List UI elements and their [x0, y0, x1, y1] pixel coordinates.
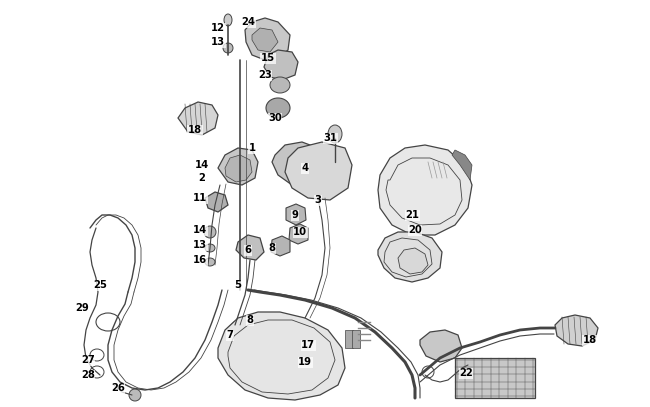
- Polygon shape: [272, 142, 325, 188]
- Text: 18: 18: [583, 335, 597, 345]
- Text: 12: 12: [211, 23, 225, 33]
- Text: 31: 31: [323, 133, 337, 143]
- Text: 30: 30: [268, 113, 282, 123]
- Text: 1: 1: [248, 143, 255, 153]
- Text: 7: 7: [227, 330, 233, 340]
- Ellipse shape: [328, 125, 342, 143]
- Text: 10: 10: [293, 227, 307, 237]
- Polygon shape: [264, 50, 298, 80]
- Polygon shape: [420, 330, 462, 362]
- Polygon shape: [205, 192, 228, 212]
- Polygon shape: [271, 236, 290, 256]
- Ellipse shape: [223, 43, 233, 53]
- Polygon shape: [178, 102, 218, 135]
- Text: 14: 14: [195, 160, 209, 170]
- Text: 8: 8: [268, 243, 276, 253]
- Text: 21: 21: [405, 210, 419, 220]
- Text: 27: 27: [81, 355, 95, 365]
- Text: 3: 3: [315, 195, 322, 205]
- Polygon shape: [289, 224, 308, 244]
- Polygon shape: [218, 148, 258, 185]
- Text: 26: 26: [111, 383, 125, 393]
- Polygon shape: [378, 232, 442, 282]
- Text: 19: 19: [298, 357, 312, 367]
- Text: 15: 15: [261, 53, 275, 63]
- Ellipse shape: [266, 98, 290, 118]
- Text: 2: 2: [198, 173, 205, 183]
- Text: 13: 13: [193, 240, 207, 250]
- Text: 11: 11: [193, 193, 207, 203]
- Polygon shape: [252, 28, 278, 52]
- Polygon shape: [236, 235, 264, 260]
- Text: 18: 18: [188, 125, 202, 135]
- Text: 13: 13: [211, 37, 225, 47]
- Polygon shape: [455, 358, 535, 398]
- Text: 9: 9: [292, 210, 298, 220]
- Text: 28: 28: [81, 370, 95, 380]
- Text: 22: 22: [459, 368, 473, 378]
- Text: 4: 4: [302, 163, 309, 173]
- Text: 20: 20: [408, 225, 422, 235]
- Polygon shape: [245, 18, 290, 60]
- FancyBboxPatch shape: [352, 330, 360, 348]
- Text: 23: 23: [258, 70, 272, 80]
- Text: 5: 5: [235, 280, 242, 290]
- Polygon shape: [398, 248, 428, 274]
- Ellipse shape: [224, 14, 232, 26]
- Ellipse shape: [204, 226, 216, 238]
- Polygon shape: [452, 150, 472, 180]
- Polygon shape: [285, 142, 352, 200]
- Polygon shape: [555, 315, 598, 346]
- Text: 16: 16: [193, 255, 207, 265]
- Ellipse shape: [129, 389, 141, 401]
- Ellipse shape: [205, 244, 215, 252]
- Text: 8: 8: [246, 315, 254, 325]
- Ellipse shape: [205, 258, 215, 266]
- Polygon shape: [378, 145, 472, 235]
- Text: 6: 6: [244, 245, 252, 255]
- Text: 17: 17: [301, 340, 315, 350]
- Text: 24: 24: [241, 17, 255, 27]
- Text: 29: 29: [75, 303, 89, 313]
- Polygon shape: [227, 322, 245, 340]
- Polygon shape: [218, 312, 345, 400]
- Polygon shape: [286, 204, 306, 225]
- FancyBboxPatch shape: [345, 330, 353, 348]
- Ellipse shape: [270, 77, 290, 93]
- Text: 14: 14: [193, 225, 207, 235]
- Text: 25: 25: [93, 280, 107, 290]
- Polygon shape: [225, 155, 252, 182]
